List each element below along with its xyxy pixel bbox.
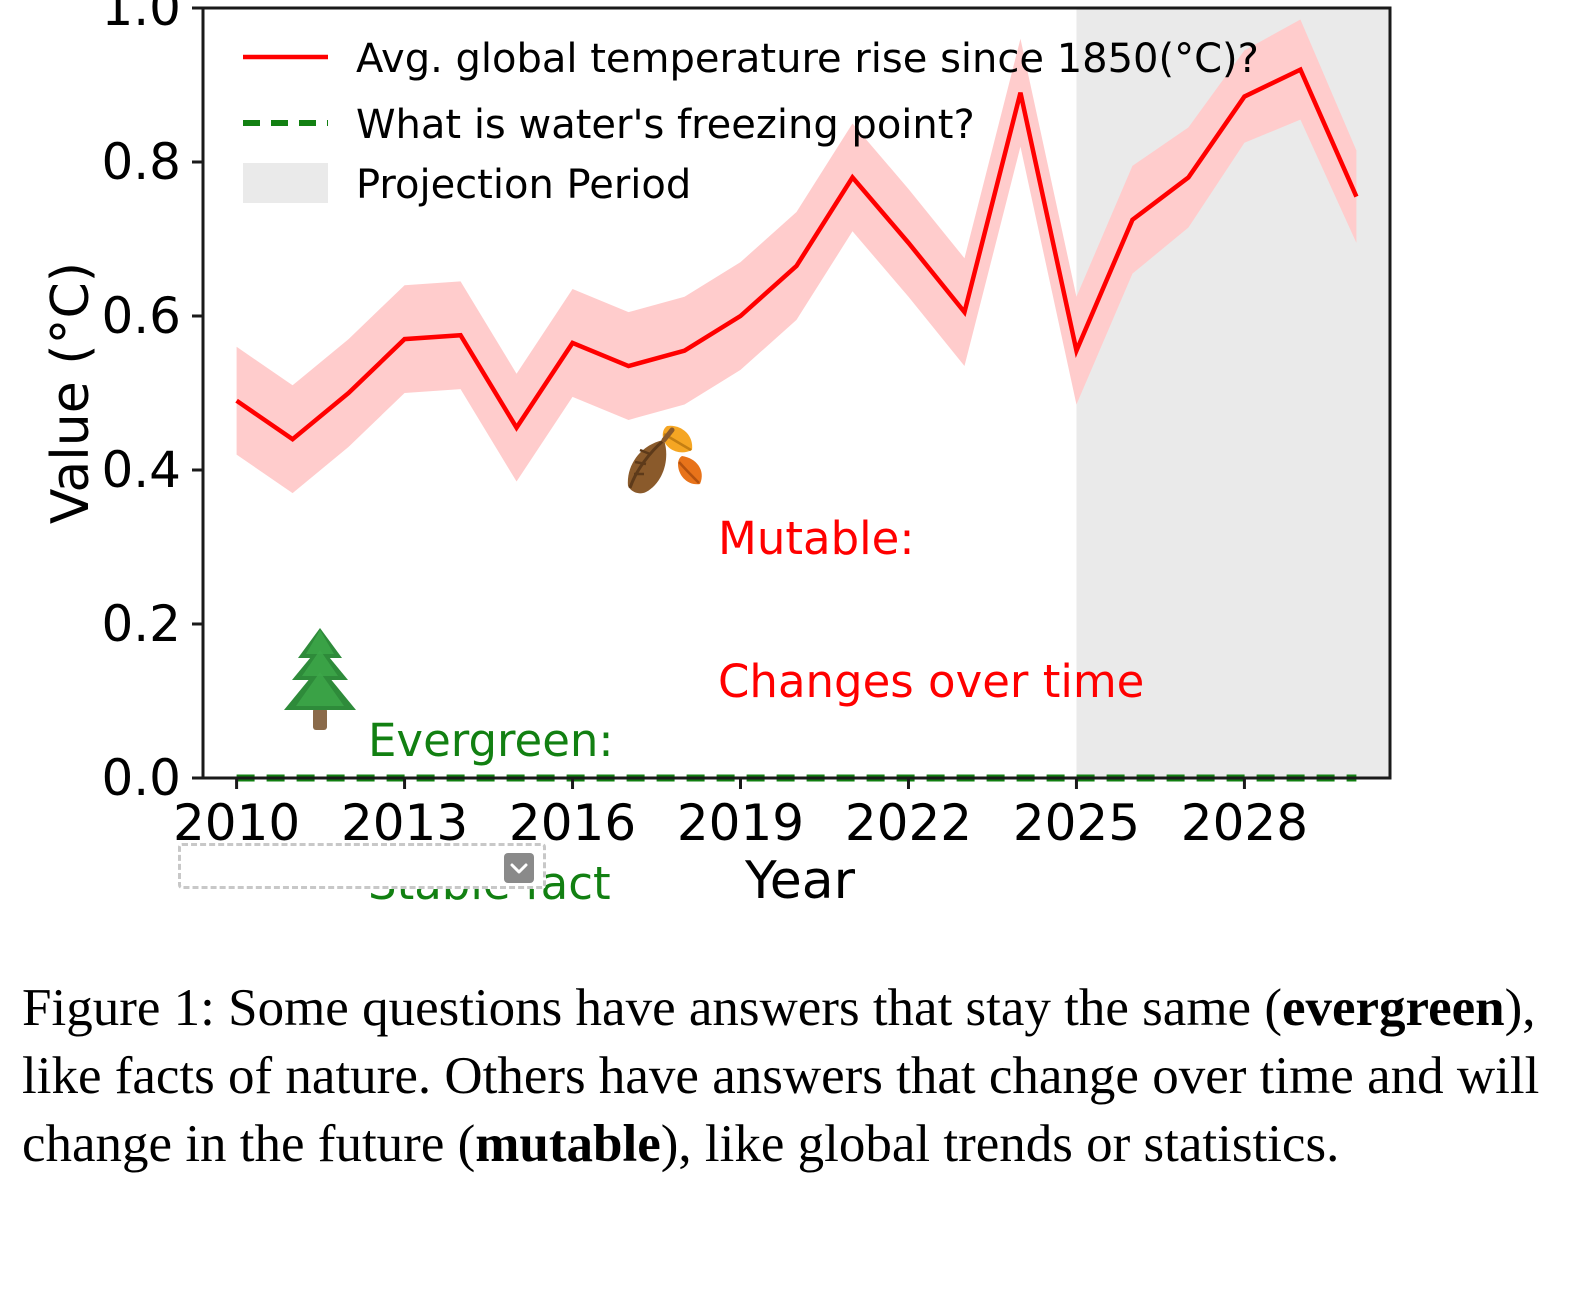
mutable-series-line bbox=[235, 66, 1359, 443]
figure-caption: Figure 1: Some questions have answers th… bbox=[22, 975, 1558, 1178]
fallen-leaves-icon bbox=[627, 425, 702, 494]
legend-label-projection: Projection Period bbox=[356, 162, 691, 208]
caption-bold-mutable: mutable bbox=[475, 1114, 661, 1173]
caption-text-3: ), like global trends or statistics. bbox=[660, 1114, 1340, 1173]
mutable-annotation: Mutable: Changes over time bbox=[718, 420, 1144, 802]
y-tick-label: 0.4 bbox=[101, 441, 181, 499]
evergreen-tree-icon bbox=[284, 628, 356, 730]
caption-prefix: Figure 1: bbox=[22, 979, 215, 1037]
y-axis-label: Value (°C) bbox=[41, 262, 101, 524]
plot-frame bbox=[201, 6, 1392, 780]
caption-bold-evergreen: evergreen bbox=[1281, 979, 1505, 1037]
mutable-annotation-line2: Changes over time bbox=[718, 655, 1145, 709]
x-tick-label: 2019 bbox=[677, 794, 804, 852]
legend-label-mutable: Avg. global temperature rise since 1850(… bbox=[356, 36, 1259, 82]
x-axis-label: Year bbox=[744, 851, 856, 911]
y-tick-label: 0.6 bbox=[101, 287, 181, 345]
legend-label-evergreen: What is water's freezing point? bbox=[356, 102, 975, 148]
y-tick-label: 0.8 bbox=[101, 133, 181, 191]
x-axis: 2010 2013 2016 2019 2022 2025 2028 bbox=[173, 778, 1308, 852]
x-tick-label: 2022 bbox=[845, 794, 972, 852]
x-tick-label: 2028 bbox=[1181, 794, 1308, 852]
chevron-down-icon[interactable] bbox=[504, 853, 534, 883]
x-tick-label: 2013 bbox=[341, 794, 468, 852]
mutable-annotation-line1: Mutable: bbox=[718, 512, 915, 566]
y-tick-label: 1.0 bbox=[101, 0, 181, 37]
caption-text-2: ), like facts of nature. Others have ans… bbox=[22, 979, 1540, 1173]
legend-swatch-projection bbox=[243, 163, 328, 203]
evergreen-annotation: Evergreen: Stable fact bbox=[368, 622, 614, 1004]
y-tick-label: 0.2 bbox=[101, 595, 181, 653]
y-axis: 0.0 0.2 0.4 0.6 0.8 1.0 bbox=[101, 0, 203, 807]
chart-legend: Avg. global temperature rise since 1850(… bbox=[243, 36, 1259, 208]
x-tick-label: 2016 bbox=[509, 794, 636, 852]
x-tick-label: 2025 bbox=[1013, 794, 1140, 852]
y-tick-label: 0.0 bbox=[101, 749, 181, 807]
temperature-trend-chart: 0.00.20.40.60.81.0 2010 2013 2016 2019 2022 2… bbox=[41, 0, 1392, 911]
figure-panel: 0.0 0.2 0.4 0.6 0.8 1.0 2010 2013 2016 2019 2022 2… bbox=[41, 0, 1392, 911]
confidence-band bbox=[236, 19, 1357, 494]
caption-text-1: Some questions have answers that stay th… bbox=[214, 979, 1282, 1037]
evergreen-annotation-line1: Evergreen: bbox=[368, 714, 614, 768]
year-select-dropdown[interactable] bbox=[178, 843, 546, 889]
x-tick-label: 2010 bbox=[173, 794, 300, 852]
